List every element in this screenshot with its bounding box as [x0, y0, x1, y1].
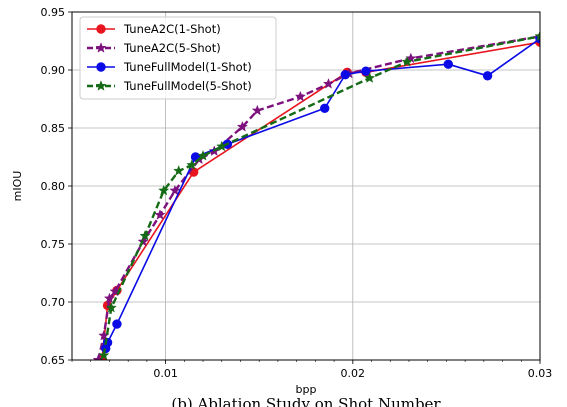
legend-box: [79, 16, 277, 100]
legend-label: TuneFullModel(1-Shot): [123, 60, 252, 74]
data-point: [340, 69, 351, 80]
data-point: [534, 30, 540, 42]
data-point: [154, 209, 166, 220]
data-point: [322, 78, 335, 89]
data-point: [443, 59, 453, 69]
data-point: [216, 140, 228, 152]
y-tick-label: 0.65: [41, 354, 66, 367]
data-point: [236, 120, 248, 132]
data-point: [251, 104, 263, 116]
y-tick-label: 0.75: [41, 238, 66, 251]
data-point: [98, 349, 110, 360]
ticks: 0.01 0.02 0.03 0.65 0.70 0.75 0.80 0.85 0.90 0.95: [41, 6, 553, 380]
y-tick-label: 0.95: [41, 6, 66, 19]
legend-label: TuneA2C(5-Shot): [123, 41, 221, 55]
legend-entry: TuneFullModel(1-Shot): [87, 60, 252, 74]
data-point: [294, 90, 307, 102]
legend-swatch-marker: [95, 42, 107, 53]
series-3: [98, 30, 540, 360]
figure-caption: (b) Ablation Study on Shot Number: [171, 395, 441, 407]
data-point: [186, 159, 198, 170]
data-point: [105, 301, 117, 313]
legend-label: TuneA2C(1-Shot): [123, 22, 221, 36]
legend-entry: TuneFullModel(5-Shot): [87, 79, 252, 93]
x-tick-label: 0.03: [528, 367, 553, 380]
legend-swatch-marker: [96, 24, 106, 34]
legend-entry: TuneA2C(1-Shot): [87, 22, 221, 36]
x-tick-label: 0.01: [153, 367, 178, 380]
legend-swatch-marker: [95, 80, 107, 91]
legend-entry: TuneA2C(5-Shot): [87, 41, 221, 55]
y-tick-label: 0.90: [41, 64, 66, 77]
data-point: [401, 55, 413, 67]
legend: TuneA2C(1-Shot) TuneA2C(5-Shot) TuneFullMo…: [79, 16, 277, 100]
data-point: [169, 184, 181, 196]
data-point: [103, 292, 116, 304]
x-tick-label: 0.02: [341, 367, 366, 380]
y-tick-label: 0.85: [41, 122, 66, 135]
y-tick-label: 0.80: [41, 180, 66, 193]
data-point: [361, 66, 371, 76]
y-tick-label: 0.70: [41, 296, 66, 309]
data-point: [482, 71, 493, 81]
data-point: [320, 103, 330, 113]
data-point: [364, 72, 376, 83]
y-axis-title: mIOU: [11, 171, 24, 202]
data-point: [139, 229, 151, 241]
data-point: [112, 319, 122, 329]
series-layer: [92, 30, 540, 360]
legend-label: TuneFullModel(5-Shot): [123, 79, 252, 93]
legend-swatch-marker: [96, 62, 106, 72]
data-point: [173, 165, 185, 176]
data-point: [158, 184, 170, 196]
data-point: [197, 149, 209, 161]
x-axis-title: bpp: [296, 383, 317, 396]
